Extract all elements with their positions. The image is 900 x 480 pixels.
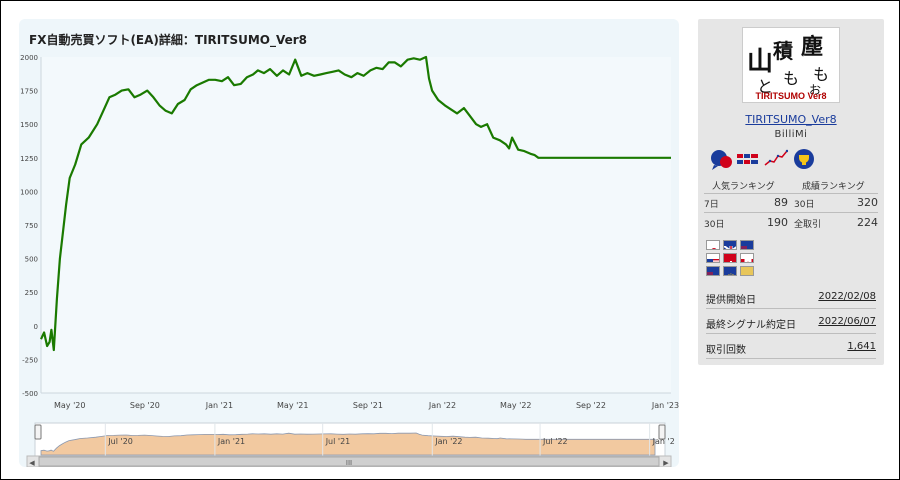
ea-side-panel: 山 積 塵 と も も お TIRITSUMO Ver8 TIRITSUMO_V… bbox=[698, 19, 884, 365]
ea-logo[interactable]: 山 積 塵 と も も お TIRITSUMO Ver8 bbox=[742, 27, 840, 103]
logo-caption: TIRITSUMO Ver8 bbox=[755, 91, 827, 101]
info-key: 提供開始日 bbox=[706, 295, 756, 306]
equity-chart[interactable]: 2000 1750 1500 1250 1000 750 500 250 0 -250 -500 Ma… bbox=[19, 19, 679, 467]
svg-text:も: も bbox=[813, 65, 829, 84]
y-tick-label: 750 bbox=[25, 222, 38, 230]
rank-value: 190 bbox=[767, 216, 788, 229]
svg-text:山: 山 bbox=[747, 47, 773, 77]
flag-nz-icon bbox=[740, 240, 754, 250]
navigator-right-handle[interactable] bbox=[658, 424, 666, 440]
y-tick-label: 1500 bbox=[20, 121, 38, 129]
x-tick-label: Sep '21 bbox=[353, 401, 383, 410]
x-tick-label: Jan '22 bbox=[428, 401, 456, 410]
rank-period-label: 30日 bbox=[704, 220, 725, 230]
x-tick-label: Sep '22 bbox=[576, 401, 606, 410]
x-tick-label: May '21 bbox=[277, 401, 308, 410]
flag-ca-icon bbox=[740, 253, 754, 263]
navigator-tick-label: Jan '22 bbox=[434, 437, 462, 446]
svg-text:も: も bbox=[783, 69, 799, 88]
rank-value: 224 bbox=[857, 216, 878, 229]
currency-pairs-icon[interactable] bbox=[736, 147, 760, 171]
navigator-tick-label: Jul '20 bbox=[107, 437, 133, 446]
scroll-right-arrow-icon[interactable]: ▶ bbox=[663, 459, 669, 467]
navigator-area bbox=[40, 432, 656, 456]
rank-value: 89 bbox=[774, 196, 788, 209]
y-tick-label: 2000 bbox=[20, 54, 38, 62]
svg-text:積: 積 bbox=[773, 39, 794, 63]
scrollbar-grip: III bbox=[346, 459, 352, 467]
scroll-left-arrow-icon[interactable]: ◀ bbox=[29, 459, 35, 467]
y-tick-label: -500 bbox=[22, 390, 38, 398]
plot-area bbox=[41, 57, 671, 393]
info-key: 最終シグナル約定日 bbox=[706, 320, 796, 331]
popular-rank-label: 人気ランキング bbox=[712, 182, 775, 192]
ea-author[interactable]: BilliMi bbox=[774, 129, 808, 140]
x-tick-label: Sep '20 bbox=[130, 401, 160, 410]
info-last-signal: 最終シグナル約定日 2022/06/07 bbox=[706, 312, 876, 334]
flag-jp-icon bbox=[706, 240, 720, 250]
equity-series-line[interactable] bbox=[40, 55, 671, 352]
y-tick-label: 250 bbox=[25, 289, 38, 297]
info-start-date: 提供開始日 2022/02/08 bbox=[706, 287, 876, 309]
navigator-tick-label: Jan '2 bbox=[652, 437, 675, 446]
chat-bubbles-icon[interactable] bbox=[710, 147, 734, 171]
scrollbar-thumb[interactable] bbox=[38, 456, 660, 467]
svg-text:お: お bbox=[809, 83, 821, 97]
info-key: 取引回数 bbox=[706, 345, 746, 356]
chart-card: 2000 1750 1500 1250 1000 750 500 250 0 -250 -500 Ma… bbox=[19, 19, 679, 467]
rank-value: 320 bbox=[857, 196, 878, 209]
divider bbox=[704, 212, 878, 213]
x-tick-label: May '22 bbox=[500, 401, 531, 410]
info-value[interactable]: 2022/06/07 bbox=[818, 316, 876, 327]
navigator-tick-label: Jul '21 bbox=[325, 437, 351, 446]
y-tick-label: 1250 bbox=[20, 155, 38, 163]
line-chart-icon[interactable] bbox=[764, 147, 788, 171]
y-tick-label: 0 bbox=[34, 323, 38, 331]
performance-rank-label: 成績ランキング bbox=[802, 182, 865, 192]
flag-us-icon bbox=[706, 253, 720, 263]
svg-text:と: と bbox=[757, 77, 773, 96]
flag-au-icon bbox=[706, 266, 720, 276]
chart-title: FX自動売買ソフト(EA)詳細：TIRITSUMO_Ver8 bbox=[29, 33, 308, 47]
ea-name-link[interactable]: TIRITSUMO_Ver8 bbox=[745, 113, 837, 126]
navigator-tick-label: Jul '22 bbox=[542, 437, 568, 446]
rank-period-label: 7日 bbox=[704, 200, 719, 210]
calligraphy-logo-image: 山 積 塵 と も も お bbox=[747, 34, 829, 97]
navigator-tick-label: Jan '21 bbox=[217, 437, 245, 446]
divider bbox=[704, 193, 878, 194]
navigator-left-handle[interactable] bbox=[34, 424, 42, 440]
info-value[interactable]: 1,641 bbox=[847, 341, 876, 352]
x-tick-label: Jan '23 bbox=[651, 401, 679, 410]
x-tick-label: May '20 bbox=[54, 401, 85, 410]
svg-text:塵: 塵 bbox=[801, 34, 823, 60]
y-tick-label: 1750 bbox=[20, 88, 38, 96]
rank-period-label: 全取引 bbox=[794, 220, 822, 230]
trophy-icon[interactable] bbox=[792, 147, 816, 171]
flag-eu-icon bbox=[723, 266, 737, 276]
x-tick-label: Jan '21 bbox=[205, 401, 233, 410]
flag-ch-icon bbox=[723, 253, 737, 263]
rank-period-label: 30日 bbox=[794, 200, 815, 210]
y-tick-label: 500 bbox=[25, 256, 38, 264]
flag-gold-icon bbox=[740, 266, 754, 276]
ea-icon-row bbox=[706, 147, 876, 173]
flag-gb-icon bbox=[723, 240, 737, 250]
y-tick-label: 1000 bbox=[20, 188, 38, 196]
info-value[interactable]: 2022/02/08 bbox=[818, 291, 876, 302]
y-tick-label: -250 bbox=[22, 356, 38, 364]
info-trade-count: 取引回数 1,641 bbox=[706, 337, 876, 359]
